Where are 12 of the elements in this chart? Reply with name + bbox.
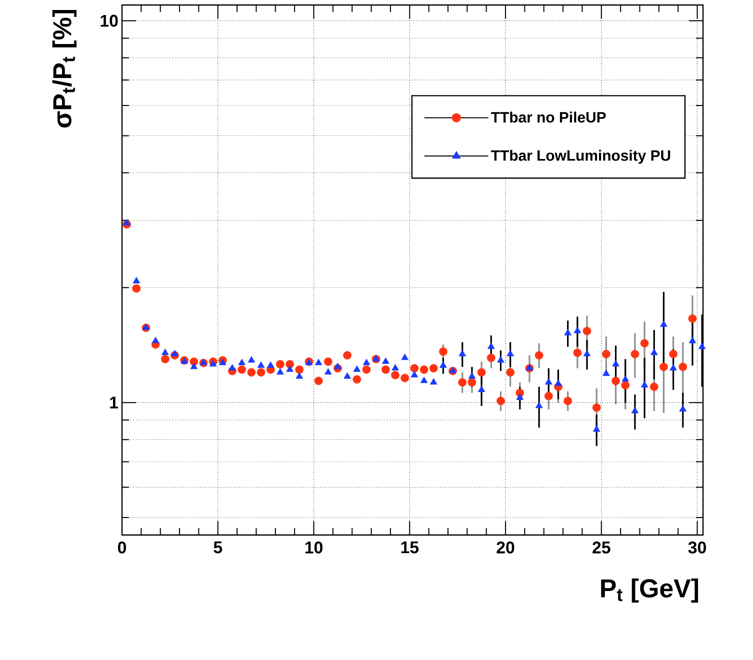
- x-tick-label: 0: [118, 542, 126, 554]
- x-tick-label: 25: [592, 542, 610, 554]
- x-tick-label: 30: [688, 542, 706, 554]
- y-tick-label: 1: [110, 396, 118, 408]
- x-tick-label: 15: [401, 542, 419, 554]
- x-tick-label: 20: [496, 542, 514, 554]
- y-axis-title: σP$_{t}$/P$_{t}$ [%]: [52, 10, 77, 128]
- legend-label: TTbar no PileUP: [491, 112, 606, 123]
- x-tick-label: 10: [305, 542, 322, 554]
- legend-label: TTbar LowLuminosity PU: [491, 150, 670, 164]
- x-tick-label: 5: [214, 542, 222, 554]
- x-axis-title: P$_{t}$ [GeV]: [601, 578, 698, 603]
